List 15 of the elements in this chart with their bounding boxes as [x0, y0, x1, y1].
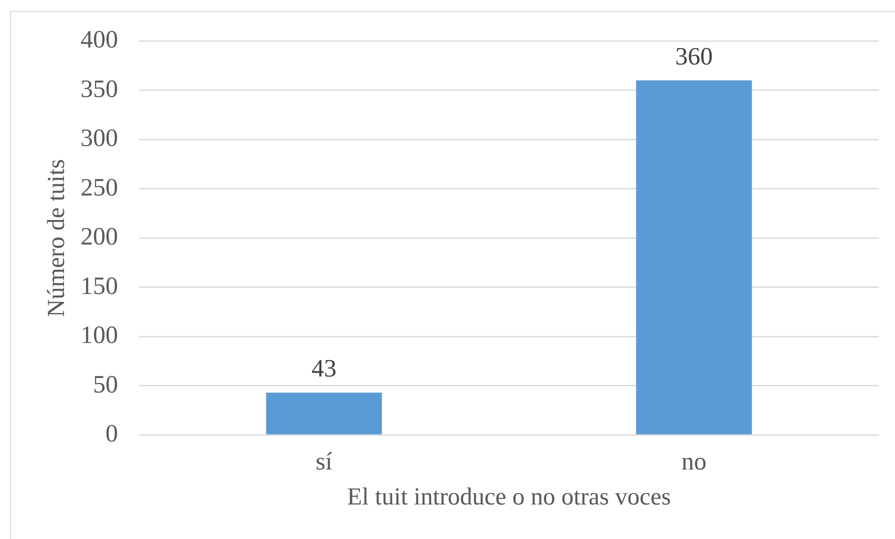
- y-tick-label: 0: [106, 420, 118, 448]
- x-tick-label: no: [682, 448, 706, 476]
- data-label: 43: [312, 356, 336, 383]
- y-tick-label: 250: [80, 174, 118, 202]
- y-axis-title: Número de tuits: [43, 159, 70, 317]
- y-tick-label: 100: [80, 322, 118, 350]
- y-tick-label: 50: [93, 371, 118, 398]
- data-label: 360: [675, 43, 713, 70]
- x-tick-label: sí: [316, 448, 332, 476]
- y-tick-label: 150: [80, 272, 118, 300]
- y-tick-label: 350: [80, 76, 118, 103]
- x-axis-title: El tuit introduce o no otras voces: [347, 484, 671, 511]
- y-tick-label: 200: [80, 224, 118, 251]
- y-tick-label: 400: [80, 26, 118, 54]
- y-tick-label: 300: [80, 125, 118, 152]
